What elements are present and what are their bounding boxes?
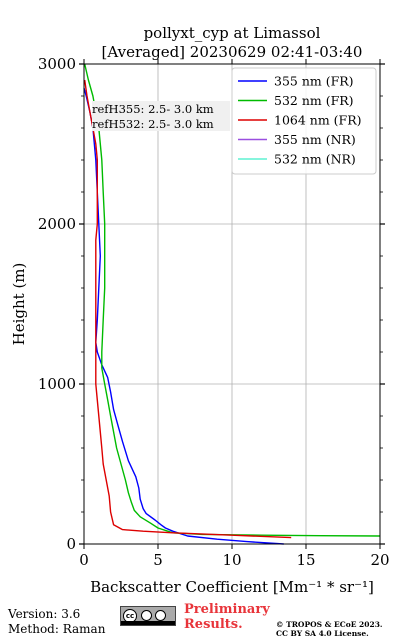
by-icon <box>141 610 152 621</box>
y-tick-label: 0 <box>66 535 76 553</box>
x-axis-label: Backscatter Coefficient [Mm⁻¹ * sr⁻¹] <box>90 578 374 596</box>
copyright-line-2: CC BY SA 4.0 License. <box>276 629 369 638</box>
legend-label-3: 355 nm (NR) <box>274 132 356 147</box>
preliminary-line-1: Preliminary <box>184 602 270 617</box>
y-tick-label: 1000 <box>38 375 76 393</box>
legend-label-1: 532 nm (FR) <box>274 93 354 108</box>
cc-by-sa-icon: cc <box>120 606 176 626</box>
copyright-notice: © TROPOS & ECoE 2023. CC BY SA 4.0 Licen… <box>276 620 383 638</box>
preliminary-notice: Preliminary Results. <box>184 602 270 632</box>
figure: pollyxt_cyp at Limassol [Averaged] 20230… <box>10 24 390 596</box>
x-tick-label: 20 <box>370 551 389 569</box>
series-line-2 <box>84 79 292 539</box>
x-tick-label: 10 <box>222 551 241 569</box>
annotation-background <box>92 101 230 131</box>
tick-layer: 0 5 10 15 20 0 1000 2000 3000 <box>38 55 390 569</box>
y-tick-label: 2000 <box>38 215 76 233</box>
annotation-refh355: refH355: 2.5- 3.0 km <box>92 102 214 116</box>
chart-title: pollyxt_cyp at Limassol <box>144 24 321 42</box>
legend-label-2: 1064 nm (FR) <box>274 113 362 128</box>
legend-label-0: 355 nm (FR) <box>274 74 354 89</box>
series-layer <box>83 63 381 545</box>
legend: 355 nm (FR) 532 nm (FR) 1064 nm (FR) 355 nm… <box>231 67 377 175</box>
y-tick-label: 3000 <box>38 55 76 73</box>
annotation-refh532: refH532: 2.5- 3.0 km <box>92 117 214 131</box>
x-tick-label: 5 <box>153 551 163 569</box>
series-line-1 <box>84 63 381 537</box>
reference-height-annotation: refH355: 2.5- 3.0 km refH532: 2.5- 3.0 k… <box>92 101 230 131</box>
method-label: Method: Raman <box>8 622 106 636</box>
legend-label-4: 532 nm (NR) <box>274 152 356 167</box>
version-label: Version: 3.6 <box>8 607 81 621</box>
x-tick-label: 15 <box>296 551 315 569</box>
sa-icon <box>155 610 166 621</box>
copyright-line-1: © TROPOS & ECoE 2023. <box>276 620 383 629</box>
legend-frame <box>231 67 377 175</box>
y-axis-label: Height (m) <box>10 263 28 346</box>
x-tick-label: 0 <box>79 551 89 569</box>
preliminary-line-2: Results. <box>184 617 243 632</box>
chart-subtitle: [Averaged] 20230629 02:41-03:40 <box>102 43 363 61</box>
license-strip <box>121 621 175 625</box>
